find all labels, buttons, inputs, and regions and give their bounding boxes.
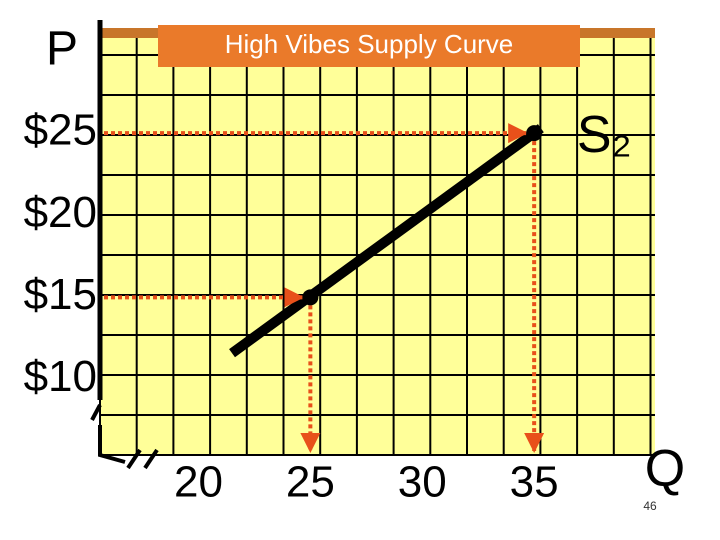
chart-title: High Vibes Supply Curve [225, 29, 514, 59]
slide-number: 46 [643, 499, 657, 513]
x-tick-label: 35 [510, 458, 559, 507]
point [526, 125, 543, 142]
y-tick-label: $10 [24, 352, 97, 401]
y-tick-label: $20 [24, 188, 97, 237]
graph-paper [99, 28, 655, 456]
y-tick-label: $25 [24, 106, 97, 155]
series-label: S₂ [577, 106, 632, 164]
x-tick-label: 30 [398, 458, 447, 507]
x-tick-label: 20 [174, 458, 223, 507]
y-axis-label: P [46, 23, 78, 76]
point [302, 289, 319, 306]
x-tick-label: 25 [286, 458, 335, 507]
axis-break [90, 404, 159, 470]
supply-curve [229, 124, 544, 358]
title-box [158, 25, 580, 67]
y-tick-label: $15 [24, 270, 97, 319]
x-axis-label: Q [645, 440, 685, 498]
